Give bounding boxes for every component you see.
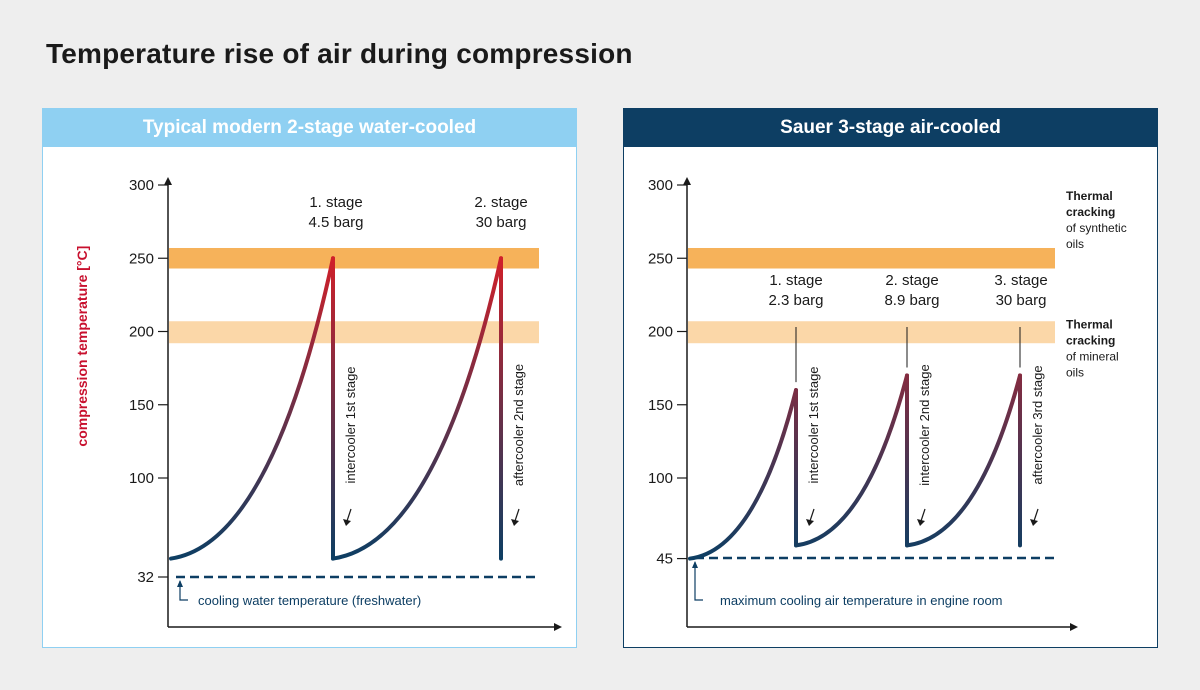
cooler-label: intercooler 1st stage bbox=[343, 366, 358, 483]
chart-panel-air-cooled: Sauer 3-stage air-cooled 300 250 200 150 100… bbox=[623, 108, 1158, 648]
cooler-arrow-head bbox=[806, 519, 814, 526]
stage-pressure-label: 30 barg bbox=[476, 214, 527, 231]
stage-pressure-label: 2.3 barg bbox=[768, 292, 823, 309]
reference-pointer bbox=[179, 581, 188, 601]
stage-curve-1 bbox=[688, 388, 798, 561]
cooler-arrow-head bbox=[917, 519, 925, 526]
stage-curve-1 bbox=[169, 256, 335, 561]
temperature-band-0 bbox=[688, 247, 1055, 269]
cooler-arrow bbox=[809, 508, 815, 522]
band-label: of synthetic bbox=[1066, 221, 1127, 235]
band-label-bold: cracking bbox=[1066, 334, 1115, 348]
chart-title-air-cooled: Sauer 3-stage air-cooled bbox=[624, 109, 1157, 147]
stage-pressure-label: 4.5 barg bbox=[308, 214, 363, 231]
cooler-arrow bbox=[920, 508, 926, 522]
stage-label: 1. stage bbox=[309, 194, 362, 211]
x-axis-arrow bbox=[554, 623, 562, 631]
y-tick-label: 100 bbox=[648, 470, 673, 487]
band-label-bold: Thermal bbox=[1066, 318, 1113, 332]
temperature-band-1 bbox=[169, 321, 539, 344]
y-tick-label: 100 bbox=[129, 470, 154, 487]
y-axis-arrow bbox=[683, 177, 691, 185]
reference-pointer-head bbox=[692, 561, 698, 568]
chart-air-cooled: 300 250 200 150 100 45 maximum cooling air tem… bbox=[648, 177, 1127, 631]
y-tick-label: 150 bbox=[648, 397, 673, 414]
band-label-bold: Thermal bbox=[1066, 189, 1113, 203]
cooler-arrow bbox=[514, 508, 520, 522]
y-tick-label: 200 bbox=[648, 324, 673, 341]
cooler-label: intercooler 2nd stage bbox=[917, 364, 932, 485]
temperature-band-1 bbox=[688, 321, 1055, 344]
y-tick-label: 200 bbox=[129, 324, 154, 341]
y-tick-label: 32 bbox=[137, 569, 154, 586]
page-title: Temperature rise of air during compressi… bbox=[46, 38, 633, 69]
band-label-bold: cracking bbox=[1066, 205, 1115, 219]
temperature-band-0 bbox=[169, 247, 539, 269]
y-axis-label: compression temperature [°C] bbox=[74, 246, 90, 447]
stage-label: 2. stage bbox=[474, 194, 527, 211]
y-tick-label: 45 bbox=[656, 551, 673, 568]
cooler-arrow bbox=[1033, 508, 1039, 522]
reference-pointer bbox=[694, 562, 703, 601]
y-tick-label: 150 bbox=[129, 397, 154, 414]
y-tick-label: 250 bbox=[129, 250, 154, 267]
reference-line-label: cooling water temperature (freshwater) bbox=[198, 593, 421, 608]
cooler-label: aftercooler 3rd stage bbox=[1030, 365, 1045, 484]
stage-curve-2 bbox=[331, 256, 503, 561]
band-label: oils bbox=[1066, 237, 1084, 251]
chart-title-water-cooled: Typical modern 2-stage water-cooled bbox=[43, 109, 576, 147]
chart-panel-water-cooled: Typical modern 2-stage water-cooled 300 2… bbox=[42, 108, 577, 648]
reference-line-label: maximum cooling air temperature in engin… bbox=[720, 593, 1003, 608]
band-label: of mineral bbox=[1066, 350, 1119, 364]
chart-water-cooled: 300 250 200 150 100 32 compression temperature… bbox=[74, 177, 562, 631]
y-tick-label: 300 bbox=[129, 177, 154, 194]
cooler-arrow-head bbox=[343, 519, 351, 526]
cooler-arrow bbox=[346, 508, 352, 522]
stage-label: 2. stage bbox=[885, 272, 938, 289]
y-axis-arrow bbox=[164, 177, 172, 185]
band-label: oils bbox=[1066, 366, 1084, 380]
stage-label: 1. stage bbox=[769, 272, 822, 289]
stage-curve-3 bbox=[905, 373, 1022, 548]
x-axis-arrow bbox=[1070, 623, 1078, 631]
stage-label: 3. stage bbox=[994, 272, 1047, 289]
y-tick-label: 250 bbox=[648, 250, 673, 267]
cooler-arrow-head bbox=[511, 519, 519, 526]
reference-pointer-head bbox=[177, 580, 183, 587]
cooler-arrow-head bbox=[1030, 519, 1038, 526]
cooler-label: aftercooler 2nd stage bbox=[511, 364, 526, 486]
cooler-label: intercooler 1st stage bbox=[806, 366, 821, 483]
y-tick-label: 300 bbox=[648, 177, 673, 194]
stage-pressure-label: 30 barg bbox=[996, 292, 1047, 309]
stage-pressure-label: 8.9 barg bbox=[884, 292, 939, 309]
stage-curve-2 bbox=[794, 373, 909, 548]
